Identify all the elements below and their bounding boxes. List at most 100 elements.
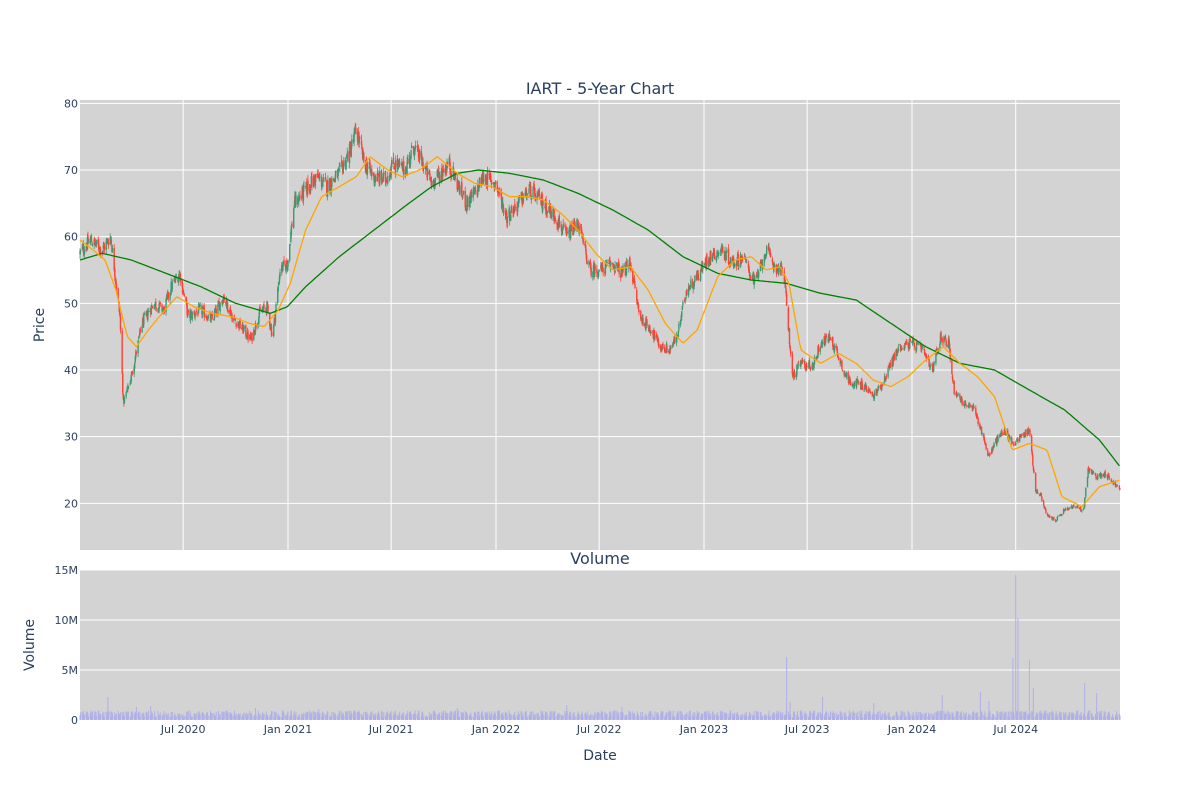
volume-bar [851,712,853,720]
candle-body [1079,507,1082,511]
volume-bar [912,712,914,720]
volume-bar [590,713,592,720]
volume-bar [917,712,919,720]
volume-bar [1017,618,1019,720]
candle-body [634,284,636,289]
volume-bar [489,715,491,720]
candle-body [856,379,858,387]
volume-bar [589,715,591,720]
volume-bar [650,711,652,720]
volume-bar [1087,713,1089,720]
candle-body [968,402,970,407]
candle-body [789,344,791,349]
candle-body [696,274,698,280]
candle-body [935,350,937,364]
volume-bar [901,711,903,720]
candle-body [1004,429,1006,434]
volume-bar [135,711,137,720]
volume-bar [613,710,615,720]
candle-body [604,263,607,274]
candle-body [400,163,403,166]
volume-bar [150,706,152,720]
volume-bar [170,711,172,720]
candle-body [964,401,967,406]
volume-bar [159,712,161,720]
volume-bar [338,717,340,720]
candle-body [893,353,896,360]
candle-body [869,392,872,394]
volume-bar [450,711,452,720]
candle-body [420,151,423,158]
candle-body [963,405,966,407]
volume-bar [207,711,209,720]
volume-bar [800,710,802,720]
candle-body [748,266,750,273]
candle-body [708,259,710,263]
volume-bar [239,716,241,720]
volume-bar [151,712,153,720]
candle-body [91,243,93,245]
candle-body [718,252,720,255]
candle-body [853,381,856,387]
volume-bar [784,716,786,720]
volume-bar [932,714,934,720]
candle-body [839,358,841,364]
volume-bar [355,712,357,720]
volume-bar [363,712,365,720]
candle-body [856,378,858,381]
volume-bar [569,715,571,720]
candle-body [249,334,252,340]
volume-bar [1019,711,1021,720]
candle-body [179,273,181,282]
volume-bar [830,711,832,720]
candle-body [263,304,265,308]
volume-bar [1012,711,1014,720]
volume-bar [529,715,531,720]
volume-bar [1088,716,1090,720]
candle-body [322,182,324,187]
candle-body [1040,493,1043,497]
volume-bar [333,711,335,720]
volume-bar [624,715,626,720]
candle-body [993,442,995,447]
volume-bar [868,714,870,720]
volume-bar [171,716,173,720]
volume-bar [98,716,100,720]
volume-bar [1039,710,1041,720]
candle-body [233,317,235,321]
volume-bar [337,713,339,720]
volume-bar [939,711,941,720]
candle-body [254,323,257,333]
volume-bar [706,711,708,720]
volume-bar [287,711,289,720]
volume-bar [646,716,648,720]
x-tick-label: Jan 2021 [263,723,312,736]
volume-bar [584,713,586,720]
volume-bar [593,716,595,720]
candle-body [117,288,119,300]
candle-body [797,362,800,364]
volume-bar [664,714,666,720]
volume-bar [323,713,325,720]
volume-bar [608,717,610,720]
volume-bar [945,712,947,720]
volume-bar [213,714,215,720]
candle-body [586,261,588,265]
candle-body [201,310,204,315]
candle-body [1041,497,1043,501]
candle-body [940,332,942,341]
volume-bar [107,710,109,720]
candle-body [804,361,806,368]
volume-bar [1044,713,1046,720]
candle-body [573,222,575,232]
candle-body [969,403,971,407]
candle-body [209,313,211,315]
candle-body [229,308,232,317]
candle-body [983,433,985,439]
volume-bar [279,717,281,720]
volume-bar [285,716,287,720]
volume-bar [97,710,99,720]
volume-bar [314,711,316,720]
volume-bar [700,714,702,720]
volume-bar [346,716,348,720]
